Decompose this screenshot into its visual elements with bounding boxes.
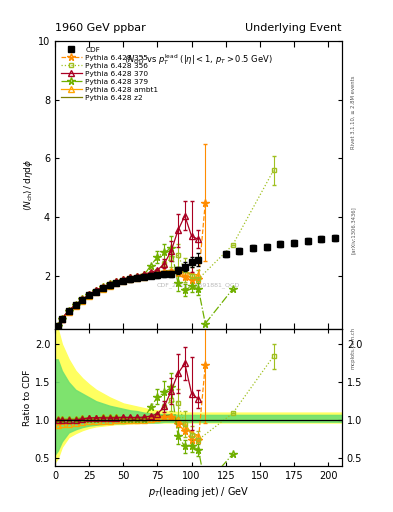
Text: Rivet 3.1.10, ≥ 2.8M events: Rivet 3.1.10, ≥ 2.8M events [351, 76, 356, 150]
Text: mcplots.cern.ch: mcplots.cern.ch [351, 327, 356, 369]
X-axis label: $p_T$(leading jet) / GeV: $p_T$(leading jet) / GeV [148, 485, 249, 499]
Text: $\langle N_\mathrm{ch}\rangle$ vs $p_T^\mathrm{lead}$ ($|\eta|<1,\,p_T>0.5$ GeV): $\langle N_\mathrm{ch}\rangle$ vs $p_T^\… [124, 52, 273, 68]
Text: Underlying Event: Underlying Event [245, 23, 342, 33]
Y-axis label: Ratio to CDF: Ratio to CDF [23, 369, 32, 425]
Text: [arXiv:1306.3436]: [arXiv:1306.3436] [351, 206, 356, 254]
Text: CDF_2010_S8591881_QCD: CDF_2010_S8591881_QCD [157, 283, 240, 288]
Y-axis label: $\langle N_\mathrm{ch}\rangle\,/\,\mathrm{d}\eta\mathrm{d}\phi$: $\langle N_\mathrm{ch}\rangle\,/\,\mathr… [22, 159, 35, 211]
Legend: CDF, Pythia 6.428 355, Pythia 6.428 356, Pythia 6.428 370, Pythia 6.428 379, Pyt: CDF, Pythia 6.428 355, Pythia 6.428 356,… [59, 45, 160, 103]
Text: 1960 GeV ppbar: 1960 GeV ppbar [55, 23, 146, 33]
